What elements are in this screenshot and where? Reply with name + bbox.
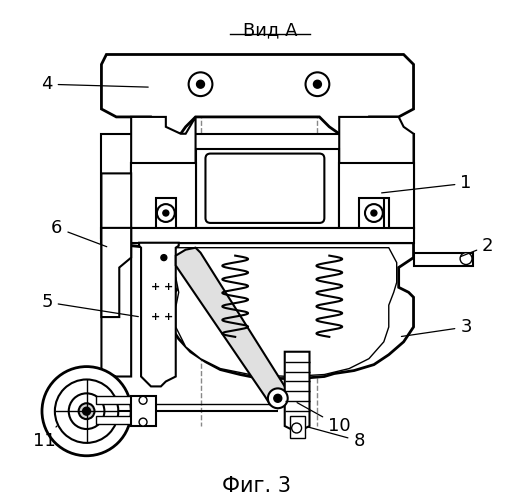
Polygon shape [285,352,309,431]
Polygon shape [414,252,473,266]
Circle shape [274,394,282,402]
Circle shape [55,380,118,443]
Text: +: + [152,282,161,292]
Polygon shape [101,228,414,242]
FancyBboxPatch shape [205,154,325,223]
Circle shape [188,72,212,96]
Polygon shape [339,117,414,164]
Polygon shape [196,148,339,228]
Circle shape [139,396,147,404]
Text: 2: 2 [461,236,494,256]
Text: 6: 6 [51,219,107,246]
Circle shape [42,366,131,456]
Polygon shape [106,242,414,378]
Circle shape [139,418,147,426]
Text: 3: 3 [401,318,472,336]
Text: 8: 8 [307,427,365,450]
Text: +: + [164,282,174,292]
Circle shape [157,204,175,222]
Text: +: + [164,312,174,322]
Polygon shape [131,396,156,426]
Text: 5: 5 [41,293,138,316]
Text: Фиг. 3: Фиг. 3 [222,476,290,496]
Circle shape [197,80,204,88]
Polygon shape [101,228,131,317]
Polygon shape [131,117,196,164]
Polygon shape [101,54,414,134]
Circle shape [313,80,322,88]
Circle shape [268,388,288,408]
Circle shape [69,394,104,429]
Polygon shape [101,174,131,376]
Circle shape [292,423,302,433]
Polygon shape [290,416,305,438]
Text: Вид А: Вид А [243,22,297,40]
Polygon shape [96,396,141,404]
Circle shape [460,252,472,264]
Polygon shape [131,164,196,228]
Text: 11: 11 [33,426,57,450]
Text: +: + [152,312,161,322]
Polygon shape [139,242,179,386]
Text: 4: 4 [41,75,148,93]
Polygon shape [339,164,414,228]
Text: 1: 1 [381,174,472,193]
Circle shape [371,210,377,216]
Text: 10: 10 [297,402,351,435]
Polygon shape [101,134,414,238]
Circle shape [163,210,169,216]
Circle shape [79,404,95,419]
Circle shape [306,72,329,96]
Polygon shape [156,248,397,376]
Circle shape [365,204,383,222]
Polygon shape [96,416,141,424]
Polygon shape [176,248,290,408]
Circle shape [161,254,167,260]
Circle shape [82,407,91,415]
